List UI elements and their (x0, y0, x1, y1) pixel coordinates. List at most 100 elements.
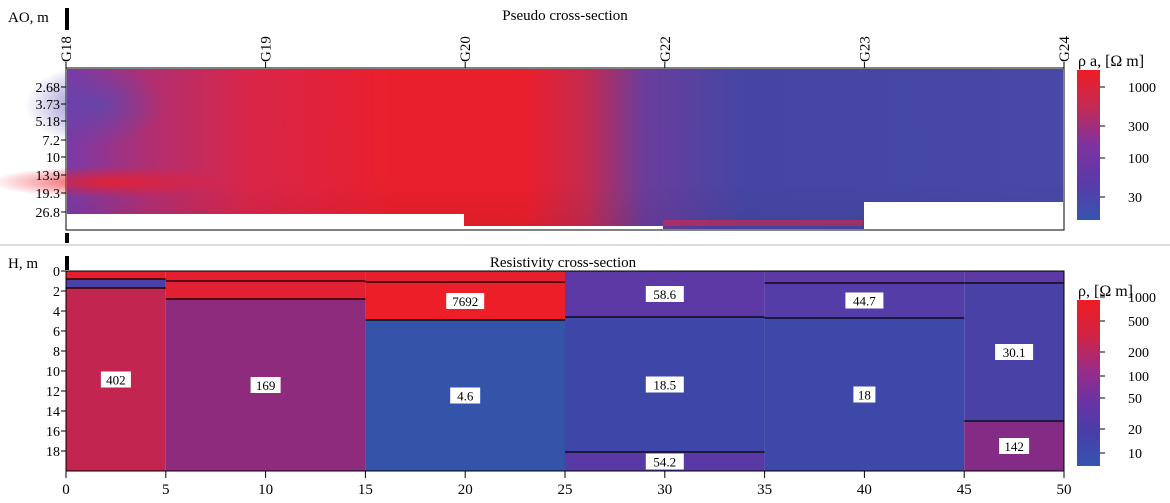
station-label: G24 (1057, 36, 1073, 62)
resistivity-colorbar-tick-label: 200 (1128, 346, 1149, 361)
x-tick-label: 40 (857, 482, 872, 498)
pseudo-colorbar-ticks: 1000 300 100 30 (1100, 81, 1156, 206)
x-tick-label: 20 (458, 482, 473, 498)
layer-label: 142 (1004, 439, 1024, 454)
pseudo-depth-tick-label: 13.9 (36, 169, 61, 184)
station-labels: G18 G19 G20 G22 G23 G24 (59, 36, 1073, 68)
resistivity-colorbar-tick-label: 20 (1128, 423, 1142, 438)
pseudo-colorbar-tick-label: 30 (1128, 191, 1142, 206)
resistivity-layer (964, 271, 1064, 283)
layer-label: 7692 (452, 294, 478, 309)
x-tick-label: 10 (258, 482, 273, 498)
layer-label-bg (450, 387, 481, 404)
resistivity-layer-labels: 402 169 7692 4.6 58.6 18.5 54.2 44.7 18 30.1 142 (100, 286, 1034, 470)
layer-label-bg (100, 371, 131, 388)
pseudo-depth-tick-label: 10 (46, 151, 60, 166)
resistivity-depth-tick-label: 0 (53, 265, 60, 280)
x-tick-label: 45 (957, 482, 972, 498)
resistivity-colorbar-tick-label: 1000 (1128, 291, 1156, 306)
pseudo-colorbar-tick-label: 1000 (1128, 81, 1156, 96)
resistivity-depth-tick-label: 2 (53, 285, 60, 300)
x-tick-label: 25 (558, 482, 573, 498)
pseudo-colorbar-tick-label: 300 (1128, 120, 1149, 135)
resistivity-layers (66, 271, 1064, 471)
resistivity-colorbar (1077, 300, 1100, 466)
x-tick-label: 15 (358, 482, 373, 498)
pseudo-bottom-marker (65, 233, 69, 243)
resistivity-boundaries (66, 278, 1064, 453)
resistivity-depth-tick-label: 12 (46, 385, 60, 400)
x-tick-label: 35 (757, 482, 772, 498)
resistivity-layer (165, 281, 366, 299)
layer-label-bg (446, 293, 485, 309)
resistivity-depth-tick-label: 16 (46, 425, 60, 440)
layer-label-box: 18 (853, 386, 876, 403)
layer-label-bg (250, 377, 281, 393)
pseudo-axis-marker (65, 8, 69, 30)
resistivity-layer (365, 271, 565, 282)
layer-label-box: 402 (100, 371, 131, 388)
pseudo-depth-tick-label: 7.2 (43, 134, 61, 149)
pseudo-y-label: AO, m (8, 10, 49, 26)
x-tick-label: 50 (1057, 482, 1072, 498)
resistivity-layer (66, 271, 166, 279)
layer-label-bg (853, 386, 876, 403)
resistivity-depth-tick-label: 4 (53, 305, 60, 320)
pseudo-depth-tick-label: 2.68 (36, 81, 61, 96)
layer-label: 169 (256, 378, 276, 393)
pseudo-depth-tick-label: 19.3 (36, 187, 61, 202)
pseudo-colorbar-label: ρ a, [Ω m] (1078, 53, 1144, 70)
pseudo-blank-mid (464, 226, 663, 230)
resistivity-y-label: H, m (8, 256, 38, 272)
resistivity-depth-tick-label: 14 (46, 405, 60, 420)
resistivity-depth-tick-label: 18 (46, 445, 60, 460)
station-label: G19 (259, 36, 275, 62)
layer-label-box: 44.7 (845, 292, 884, 309)
layer-label-box: 4.6 (450, 387, 481, 404)
layer-label-bg (845, 292, 884, 309)
pseudo-depth-tick-label: 3.73 (36, 98, 61, 113)
layer-label: 44.7 (853, 294, 876, 309)
pseudo-depth-tick-label: 5.18 (36, 115, 61, 130)
resistivity-title: Resistivity cross-section (490, 255, 637, 271)
pseudo-colorbar-tick-label: 100 (1128, 152, 1149, 167)
layer-label-bg (645, 286, 684, 302)
pseudo-plot (0, 65, 1065, 231)
layer-label-bg (999, 438, 1030, 454)
layer-label-box: 18.5 (645, 376, 684, 393)
station-label: G23 (857, 36, 873, 62)
layer-label-bg (995, 344, 1034, 360)
pseudo-depth-tick-label: 26.8 (36, 206, 61, 221)
resistivity-depth-tick-label: 6 (53, 325, 60, 340)
pseudo-blank-right (864, 202, 1063, 230)
layer-label: 30.1 (1003, 345, 1026, 360)
resistivity-depth-tick-label: 10 (46, 365, 60, 380)
resistivity-colorbar-label: ρ, [Ω m] (1078, 283, 1133, 300)
pseudo-depth-ticks: 2.68 3.73 5.18 7.2 10 13.9 19.3 26.8 (36, 81, 66, 221)
pseudo-title: Pseudo cross-section (502, 8, 628, 24)
layer-label-bg (645, 376, 684, 393)
layer-label: 4.6 (457, 389, 474, 404)
resistivity-colorbar-tick-label: 100 (1128, 370, 1149, 385)
layer-label: 54.2 (653, 455, 676, 470)
layer-label-box: 169 (250, 377, 281, 393)
layer-label-box: 54.2 (645, 453, 684, 470)
layer-label: 402 (106, 373, 126, 388)
resistivity-colorbar-tick-label: 10 (1128, 447, 1142, 462)
resistivity-colorbar-tick-label: 500 (1128, 315, 1149, 330)
pseudo-colorbar (1077, 70, 1100, 220)
resistivity-depth-tick-label: 8 (53, 345, 60, 360)
layer-label-box: 30.1 (995, 344, 1034, 360)
resistivity-axis-marker (65, 256, 69, 270)
resistivity-colorbar-ticks: 1000 500 200 100 50 20 10 (1100, 291, 1156, 462)
x-tick-label: 5 (162, 482, 170, 498)
layer-label-bg (645, 453, 684, 470)
layer-label: 58.6 (653, 287, 676, 302)
resistivity-layer (66, 279, 166, 288)
resistivity-layer (165, 271, 366, 281)
layer-label: 18 (858, 388, 871, 403)
x-tick-label: 30 (657, 482, 672, 498)
station-label: G22 (658, 36, 674, 62)
layer-label-box: 142 (999, 438, 1030, 454)
